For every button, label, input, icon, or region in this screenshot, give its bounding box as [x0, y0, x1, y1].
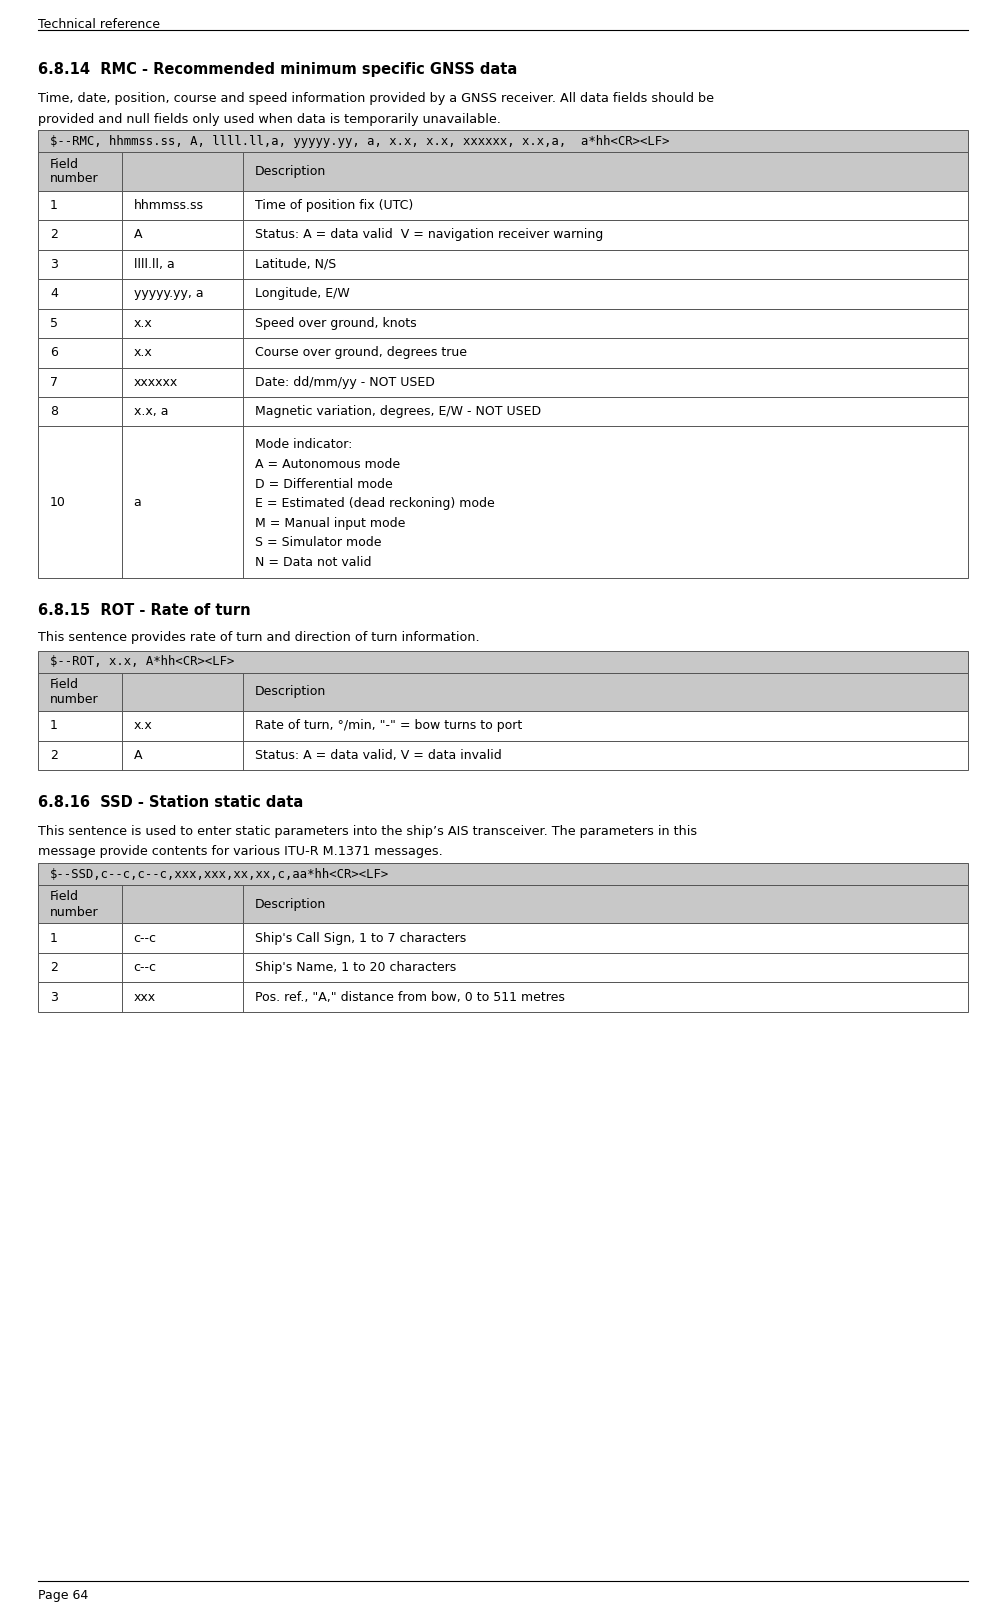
Text: a: a: [134, 496, 142, 509]
Text: 2: 2: [50, 228, 58, 241]
Text: Longitude, E/W: Longitude, E/W: [255, 288, 349, 301]
Text: 6.8.16  SSD - Station static data: 6.8.16 SSD - Station static data: [38, 795, 303, 810]
Text: Course over ground, degrees true: Course over ground, degrees true: [255, 346, 467, 359]
Text: E = Estimated (dead reckoning) mode: E = Estimated (dead reckoning) mode: [255, 498, 494, 511]
Text: message provide contents for various ITU-R M.1371 messages.: message provide contents for various ITU…: [38, 845, 443, 858]
Text: 6: 6: [50, 346, 58, 359]
Text: Description: Description: [255, 165, 326, 178]
Bar: [38, 338, 968, 367]
Text: 5: 5: [50, 317, 58, 330]
Text: 1: 1: [50, 719, 58, 732]
Bar: [38, 953, 968, 983]
Text: x.x: x.x: [134, 317, 153, 330]
Text: 2: 2: [50, 748, 58, 761]
Text: N = Data not valid: N = Data not valid: [255, 556, 371, 569]
Bar: [38, 983, 968, 1012]
Text: D = Differential mode: D = Differential mode: [255, 477, 392, 491]
Text: Magnetic variation, degrees, E/W - NOT USED: Magnetic variation, degrees, E/W - NOT U…: [255, 406, 540, 419]
Bar: [38, 131, 968, 152]
Text: 10: 10: [50, 496, 65, 509]
Bar: [38, 711, 968, 740]
Bar: [38, 740, 968, 769]
Text: A: A: [134, 748, 142, 761]
Text: xxxxxx: xxxxxx: [134, 377, 178, 389]
Bar: [38, 249, 968, 280]
Text: Description: Description: [255, 898, 326, 911]
Text: xxx: xxx: [134, 991, 156, 1004]
Text: 2: 2: [50, 962, 58, 974]
Text: c--c: c--c: [134, 962, 157, 974]
Text: x.x, a: x.x, a: [134, 406, 168, 419]
Text: Field
number: Field number: [50, 679, 99, 706]
Bar: [38, 427, 968, 579]
Bar: [38, 863, 968, 886]
Bar: [38, 651, 968, 672]
Text: 1: 1: [50, 932, 58, 945]
Text: 6.8.14  RMC - Recommended minimum specific GNSS data: 6.8.14 RMC - Recommended minimum specifi…: [38, 61, 517, 78]
Text: A: A: [134, 228, 142, 241]
Text: Date: dd/mm/yy - NOT USED: Date: dd/mm/yy - NOT USED: [255, 377, 435, 389]
Text: Mode indicator:: Mode indicator:: [255, 438, 352, 451]
Text: 4: 4: [50, 288, 58, 301]
Text: Time, date, position, course and speed information provided by a GNSS receiver. : Time, date, position, course and speed i…: [38, 92, 714, 105]
Text: Status: A = data valid  V = navigation receiver warning: Status: A = data valid V = navigation re…: [255, 228, 603, 241]
Bar: [38, 309, 968, 338]
Text: Ship's Name, 1 to 20 characters: Ship's Name, 1 to 20 characters: [255, 962, 456, 974]
Text: Status: A = data valid, V = data invalid: Status: A = data valid, V = data invalid: [255, 748, 501, 761]
Bar: [38, 152, 968, 191]
Text: Time of position fix (UTC): Time of position fix (UTC): [255, 199, 412, 212]
Text: Ship's Call Sign, 1 to 7 characters: Ship's Call Sign, 1 to 7 characters: [255, 932, 466, 945]
Text: c--c: c--c: [134, 932, 157, 945]
Text: hhmmss.ss: hhmmss.ss: [134, 199, 203, 212]
Text: x.x: x.x: [134, 719, 153, 732]
Bar: [38, 672, 968, 711]
Bar: [38, 886, 968, 923]
Bar: [38, 367, 968, 398]
Text: Field
number: Field number: [50, 157, 99, 186]
Bar: [38, 923, 968, 953]
Bar: [38, 220, 968, 249]
Text: $--RMC, hhmmss.ss, A, llll.ll,a, yyyyy.yy, a, x.x, x.x, xxxxxx, x.x,a,  a*hh<CR>: $--RMC, hhmmss.ss, A, llll.ll,a, yyyyy.y…: [50, 136, 670, 149]
Text: Description: Description: [255, 685, 326, 698]
Text: 7: 7: [50, 377, 58, 389]
Text: Latitude, N/S: Latitude, N/S: [255, 257, 336, 271]
Text: This sentence provides rate of turn and direction of turn information.: This sentence provides rate of turn and …: [38, 630, 480, 645]
Text: Rate of turn, °/min, "-" = bow turns to port: Rate of turn, °/min, "-" = bow turns to …: [255, 719, 522, 732]
Text: 3: 3: [50, 991, 58, 1004]
Text: $--SSD,c--c,c--c,xxx,xxx,xx,xx,c,aa*hh<CR><LF>: $--SSD,c--c,c--c,xxx,xxx,xx,xx,c,aa*hh<C…: [50, 868, 389, 881]
Text: Technical reference: Technical reference: [38, 18, 160, 31]
Text: This sentence is used to enter static parameters into the ship’s AIS transceiver: This sentence is used to enter static pa…: [38, 826, 697, 839]
Bar: [38, 191, 968, 220]
Text: 6.8.15  ROT - Rate of turn: 6.8.15 ROT - Rate of turn: [38, 603, 250, 617]
Bar: [38, 398, 968, 427]
Text: x.x: x.x: [134, 346, 153, 359]
Text: Field
number: Field number: [50, 890, 99, 918]
Text: llll.ll, a: llll.ll, a: [134, 257, 174, 271]
Text: Page 64: Page 64: [38, 1589, 89, 1601]
Text: $--ROT, x.x, A*hh<CR><LF>: $--ROT, x.x, A*hh<CR><LF>: [50, 656, 234, 669]
Text: A = Autonomous mode: A = Autonomous mode: [255, 457, 399, 470]
Text: Speed over ground, knots: Speed over ground, knots: [255, 317, 416, 330]
Text: M = Manual input mode: M = Manual input mode: [255, 517, 405, 530]
Text: yyyyy.yy, a: yyyyy.yy, a: [134, 288, 203, 301]
Text: 3: 3: [50, 257, 58, 271]
Text: provided and null fields only used when data is temporarily unavailable.: provided and null fields only used when …: [38, 113, 501, 126]
Bar: [38, 280, 968, 309]
Text: 1: 1: [50, 199, 58, 212]
Text: Pos. ref., "A," distance from bow, 0 to 511 metres: Pos. ref., "A," distance from bow, 0 to …: [255, 991, 564, 1004]
Text: 8: 8: [50, 406, 58, 419]
Text: S = Simulator mode: S = Simulator mode: [255, 537, 381, 549]
